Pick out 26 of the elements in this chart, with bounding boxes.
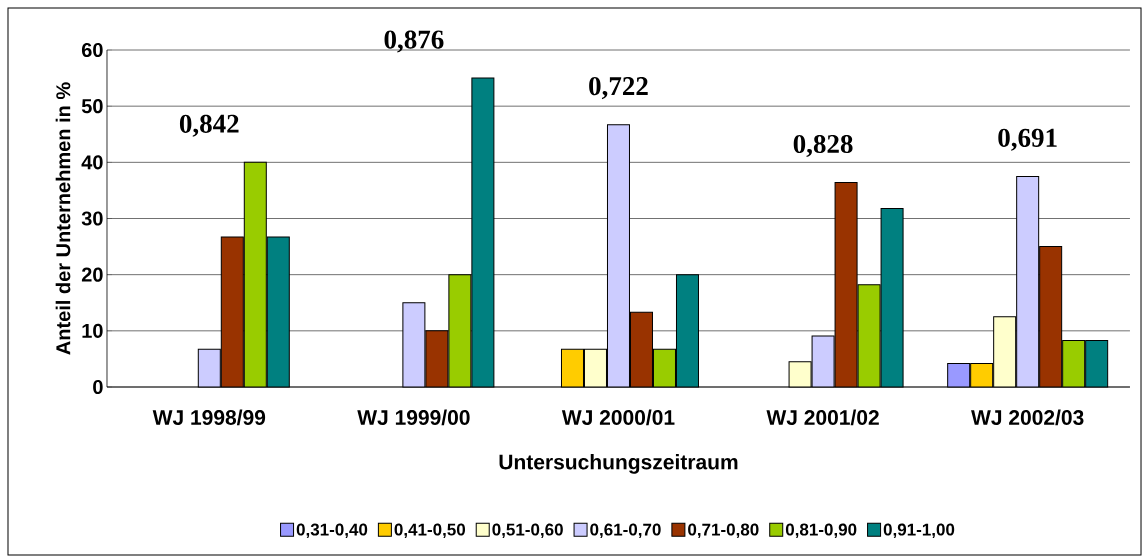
y-tick-label: 40 [81,155,103,170]
x-axis-title: Untersuchungszeitraum [499,454,738,474]
legend-label: 0,61-0,70 [590,523,661,539]
x-tick-label: WJ 2001/02 [766,409,879,426]
annotation: 0,691 [998,128,1057,151]
y-tick-label: 0 [93,379,103,395]
legend-label: 0,31-0,40 [296,523,368,539]
legend-label: 0,41-0,50 [394,523,466,539]
x-tick-label: WJ 1998/99 [152,409,266,426]
legend-label: 0,81-0,90 [785,523,857,539]
y-tick-label: 30 [81,211,103,226]
x-tick-label: WJ 2002/03 [971,409,1084,426]
annotation: 0,842 [179,114,239,137]
annotation: 0,876 [384,30,444,53]
y-tick-label: 60 [81,42,103,58]
x-tick-label: WJ 2000/01 [561,409,675,426]
legend-label: 0,91-1,00 [883,523,955,539]
legend-label: 0,51-0,60 [492,523,563,539]
legend-label: 0,71-0,80 [688,523,759,539]
x-tick-label: WJ 1999/00 [357,409,470,426]
y-tick-label: 20 [81,267,103,282]
annotation: 0,828 [793,134,853,158]
y-tick-label: 10 [82,323,103,338]
y-tick-label: 50 [81,99,103,114]
annotation: 0,722 [589,77,648,100]
y-axis-title: Anteil der Unternehmen in % [55,82,71,355]
